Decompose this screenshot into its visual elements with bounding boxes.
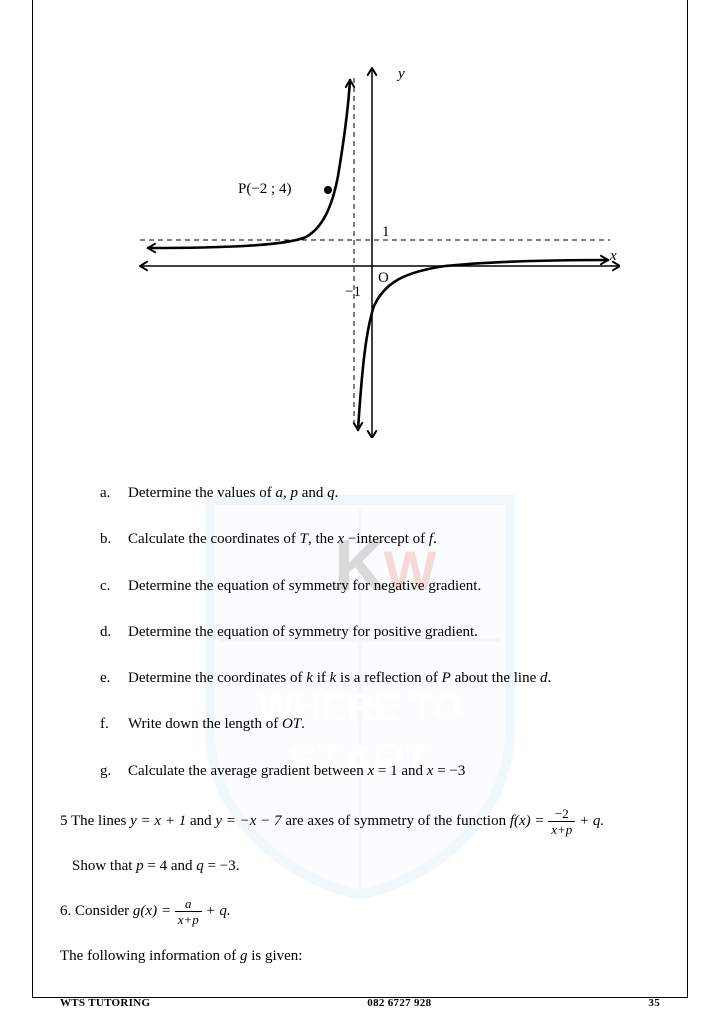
q5-tail: + q. xyxy=(579,813,604,829)
q6-info: The following information of g is given: xyxy=(60,944,660,970)
q6-text-a: 6. Consider xyxy=(60,903,133,919)
svg-text:1: 1 xyxy=(382,224,390,240)
question-letter: e. xyxy=(100,668,128,688)
q5-text-a: 5 The lines xyxy=(60,813,130,829)
svg-text:x: x xyxy=(609,248,617,264)
question-item: g.Calculate the average gradient between… xyxy=(100,761,660,781)
q5-show: Show that p = 4 and q = −3. xyxy=(72,854,660,880)
question-item: d.Determine the equation of symmetry for… xyxy=(100,622,660,642)
q6-fraction: a x+p xyxy=(175,897,202,926)
question-letter: c. xyxy=(100,576,128,596)
svg-text:P(−2 ; 4): P(−2 ; 4) xyxy=(238,181,291,197)
question-text: Write down the length of OT. xyxy=(128,714,660,734)
svg-text:O: O xyxy=(378,270,389,286)
question-text: Calculate the coordinates of T, the x −i… xyxy=(128,529,660,549)
footer-right: 35 xyxy=(648,997,660,1009)
question-item: f.Write down the length of OT. xyxy=(100,714,660,734)
question-letter: d. xyxy=(100,622,128,642)
svg-text:−1: −1 xyxy=(345,284,361,300)
q6-tail: + q. xyxy=(206,903,231,919)
footer-mid: 082 6727 928 xyxy=(367,997,431,1009)
question-letter: a. xyxy=(100,483,128,503)
question-text: Determine the equation of symmetry for p… xyxy=(128,622,660,642)
page-footer: WTS TUTORING 082 6727 928 35 xyxy=(60,997,660,1009)
question-6: 6. Consider g(x) = a x+p + q. xyxy=(60,897,660,926)
question-list: a.Determine the values of a, p and q.b.C… xyxy=(100,483,660,781)
question-item: a.Determine the values of a, p and q. xyxy=(100,483,660,503)
question-text: Determine the equation of symmetry for n… xyxy=(128,576,660,596)
question-5: 5 The lines y = x + 1 and y = −x − 7 are… xyxy=(60,807,660,836)
footer-left: WTS TUTORING xyxy=(60,997,150,1009)
question-item: c.Determine the equation of symmetry for… xyxy=(100,576,660,596)
question-text: Calculate the average gradient between x… xyxy=(128,761,660,781)
question-item: b.Calculate the coordinates of T, the x … xyxy=(100,529,660,549)
q5-fraction: −2 x+p xyxy=(548,807,575,836)
q5-and: and xyxy=(190,813,215,829)
question-letter: f. xyxy=(100,714,128,734)
question-letter: g. xyxy=(100,761,128,781)
hyperbola-graph: y x O 1 −1 P(−2 ; 4) xyxy=(100,38,620,438)
q5-text-b: are axes of symmetry of the function xyxy=(285,813,510,829)
question-text: Determine the values of a, p and q. xyxy=(128,483,660,503)
question-text: Determine the coordinates of k if k is a… xyxy=(128,668,660,688)
q5-fx: f(x) = xyxy=(510,813,548,829)
q6-gx: g(x) = xyxy=(133,903,175,919)
q5-eq2: y = −x − 7 xyxy=(215,813,281,829)
question-letter: b. xyxy=(100,529,128,549)
question-item: e.Determine the coordinates of k if k is… xyxy=(100,668,660,688)
svg-text:y: y xyxy=(396,66,405,82)
q5-eq1: y = x + 1 xyxy=(130,813,186,829)
